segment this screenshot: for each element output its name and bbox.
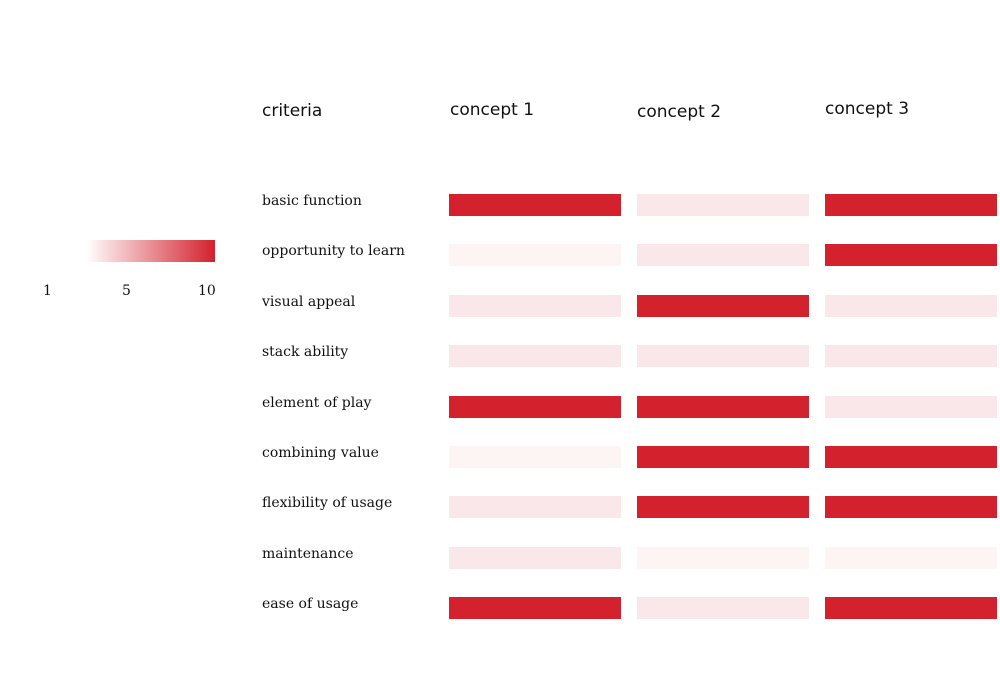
criterion-label: opportunity to learn	[262, 243, 405, 260]
rating-cell	[637, 546, 809, 569]
rating-cell	[637, 345, 809, 368]
criterion-label: ease of usage	[262, 596, 359, 613]
rating-cell	[825, 496, 997, 519]
rating-cell	[449, 294, 621, 317]
rating-cell	[825, 345, 997, 368]
criterion-label: stack ability	[262, 344, 349, 361]
rating-cell	[825, 546, 997, 569]
rating-cell	[449, 446, 621, 468]
legend-tick-5: 5	[122, 283, 131, 299]
rating-cell	[825, 194, 997, 216]
concept-3-header: concept 3	[825, 99, 910, 119]
criterion-label: element of play	[262, 394, 372, 411]
rating-cell	[637, 496, 809, 519]
rating-cell	[825, 294, 997, 317]
rating-cell	[449, 194, 621, 216]
criterion-label: combining value	[262, 445, 379, 461]
rating-cell	[637, 294, 809, 317]
rating-cell	[825, 244, 997, 267]
rating-cell	[825, 446, 997, 468]
rating-cell	[637, 446, 809, 468]
legend-tick-10: 10	[198, 283, 216, 299]
concept-1-header: concept 1	[450, 100, 535, 120]
criteria-header: criteria	[262, 101, 323, 121]
rating-cell	[449, 395, 621, 418]
rating-cell	[637, 244, 809, 267]
legend-gradient-bar	[86, 240, 215, 262]
criterion-label: basic function	[262, 193, 362, 209]
rating-cell	[637, 194, 809, 216]
rating-cell	[637, 597, 809, 620]
rating-cell	[825, 597, 997, 620]
criterion-label: visual appeal	[262, 293, 356, 310]
rating-cell	[825, 395, 997, 418]
criterion-label: maintenance	[262, 545, 354, 562]
concept-2-header: concept 2	[637, 102, 722, 122]
rating-cell	[449, 244, 621, 267]
rating-cell	[449, 546, 621, 569]
rating-cell	[449, 496, 621, 519]
rating-cell	[637, 395, 809, 418]
criterion-label: flexibility of usage	[262, 495, 393, 512]
legend-tick-1: 1	[43, 283, 52, 299]
rating-cell	[449, 345, 621, 368]
rating-cell	[449, 597, 621, 620]
